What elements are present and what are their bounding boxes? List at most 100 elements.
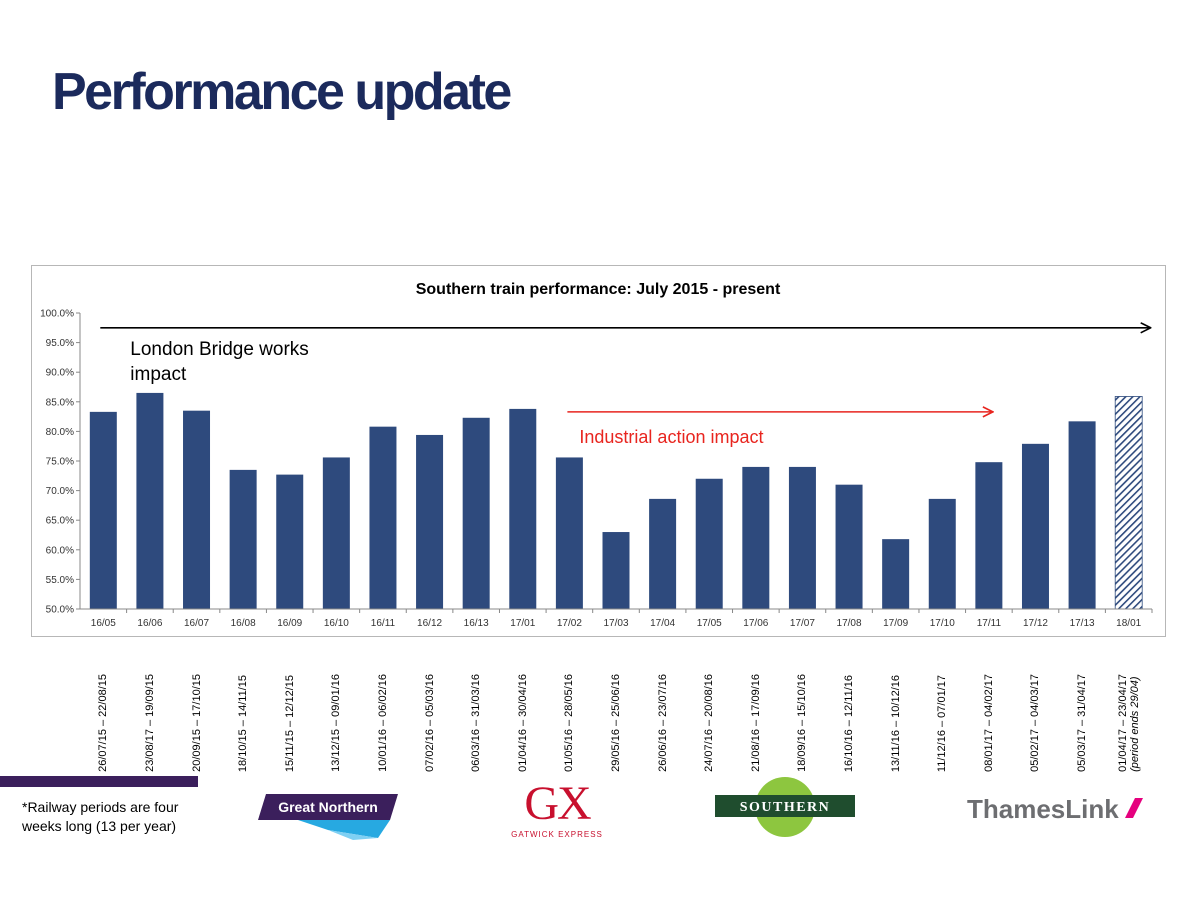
x-tick-label: 17/12 bbox=[1023, 618, 1048, 629]
period-date-label: 16/10/16 – 12/11/16 bbox=[843, 675, 855, 772]
x-tick-label: 17/01 bbox=[510, 618, 535, 629]
bar bbox=[975, 462, 1003, 609]
y-tick-label: 95.0% bbox=[46, 338, 74, 349]
period-date-range: 10/01/16 – 06/02/16 bbox=[376, 674, 389, 772]
brand-stripe bbox=[0, 776, 198, 787]
chart-annotations: London Bridge works impact Industrial ac… bbox=[100, 328, 1150, 447]
period-date-range: 13/11/16 – 10/12/16 bbox=[889, 674, 902, 772]
great-northern-logo-text: Great Northern bbox=[278, 799, 378, 815]
period-date-label: 05/03/17 – 31/04/17 bbox=[1076, 674, 1088, 772]
period-date-label: 11/12/16 – 07/01/17 bbox=[936, 675, 948, 772]
period-date-label: 18/10/15 – 14/11/15 bbox=[237, 675, 249, 772]
period-date-label: 20/09/15 – 17/10/15 bbox=[191, 674, 203, 772]
x-tick-label: 16/06 bbox=[137, 618, 162, 629]
x-tick-label: 17/06 bbox=[743, 618, 768, 629]
x-tick-label: 17/10 bbox=[930, 618, 955, 629]
period-date-label: 15/11/15 – 12/12/15 bbox=[284, 675, 296, 772]
x-tick-label: 16/08 bbox=[231, 618, 256, 629]
thameslink-logo-text: ThamesLink bbox=[967, 794, 1119, 824]
period-date-label: 21/08/16 – 17/09/16 bbox=[750, 674, 762, 772]
bar bbox=[509, 408, 537, 609]
chart-title: Southern train performance: July 2015 - … bbox=[416, 281, 781, 298]
period-date-range: 26/06/16 – 23/07/16 bbox=[656, 674, 669, 772]
y-tick-label: 70.0% bbox=[46, 486, 74, 497]
x-tick-label: 17/02 bbox=[557, 618, 582, 629]
bar bbox=[928, 498, 956, 609]
period-date-range: 18/10/15 – 14/11/15 bbox=[237, 674, 250, 772]
london-bridge-label-line2: impact bbox=[130, 364, 187, 385]
period-date-range: 05/03/17 – 31/04/17 bbox=[1076, 674, 1089, 772]
thameslink-logo: ThamesLink bbox=[967, 794, 1143, 824]
chart-container: Southern train performance: July 2015 - … bbox=[31, 265, 1166, 637]
bar bbox=[89, 411, 117, 609]
bar bbox=[416, 434, 444, 609]
y-tick-label: 60.0% bbox=[46, 545, 74, 556]
period-date-label: 01/04/16 – 30/04/16 bbox=[517, 674, 529, 772]
bar-chart: Southern train performance: July 2015 - … bbox=[40, 281, 1153, 629]
bar bbox=[555, 457, 583, 609]
y-tick-label: 85.0% bbox=[46, 397, 74, 408]
period-date-label: 18/09/16 – 15/10/16 bbox=[796, 674, 808, 772]
bar bbox=[276, 474, 304, 609]
period-date-label: 01/04/17 – 23/04/17 (period ends 29/04) bbox=[1117, 674, 1141, 772]
bar-series bbox=[89, 392, 1143, 610]
period-date-range: 29/05/16 – 25/06/16 bbox=[610, 674, 622, 772]
x-tick-label: 16/09 bbox=[277, 618, 302, 629]
period-date-note: (period ends 29/04) bbox=[1128, 676, 1141, 772]
bar bbox=[1068, 421, 1096, 609]
period-date-label: 26/06/16 – 23/07/16 bbox=[657, 674, 669, 772]
period-date-axis: 26/07/15 – 22/08/15 23/08/17 – 19/09/15 20… bbox=[0, 640, 1200, 780]
period-date-range: 23/08/17 – 19/09/15 bbox=[143, 674, 156, 772]
bar bbox=[788, 466, 816, 609]
bar bbox=[136, 392, 164, 609]
period-date-range: 01/04/17 – 23/04/17 bbox=[1116, 674, 1129, 772]
period-date-range: 01/05/16 – 28/05/16 bbox=[563, 674, 576, 772]
bar bbox=[742, 466, 770, 609]
bar bbox=[322, 457, 350, 609]
bar bbox=[369, 426, 397, 609]
period-date-label: 13/12/15 – 09/01/16 bbox=[330, 674, 342, 772]
x-tick-label: 17/09 bbox=[883, 618, 908, 629]
period-date-label: 29/05/16 – 25/06/16 bbox=[610, 674, 622, 772]
period-date-range: 05/02/17 – 04/03/17 bbox=[1029, 674, 1042, 772]
bar bbox=[462, 417, 490, 609]
x-tick-label: 16/12 bbox=[417, 618, 442, 629]
x-tick-label: 17/05 bbox=[697, 618, 722, 629]
y-tick-label: 80.0% bbox=[46, 427, 74, 438]
x-axis: 16/05 16/06 16/07 16/08 16/09 16/10 16/11 16/12… bbox=[80, 608, 1153, 629]
period-date-label: 26/07/15 – 22/08/15 bbox=[97, 674, 109, 772]
y-tick-label: 75.0% bbox=[46, 457, 74, 468]
x-tick-label: 17/13 bbox=[1070, 618, 1095, 629]
x-tick-label: 18/01 bbox=[1116, 618, 1141, 629]
x-tick-label: 17/11 bbox=[977, 618, 1002, 629]
footnote: *Railway periods are four weeks long (13… bbox=[22, 799, 179, 834]
period-date-label: 13/11/16 – 10/12/16 bbox=[890, 675, 902, 772]
y-tick-label: 65.0% bbox=[46, 516, 74, 527]
period-date-range: 16/10/16 – 12/11/16 bbox=[843, 674, 856, 772]
x-tick-label: 16/05 bbox=[91, 618, 116, 629]
gx-logo-mark: GX bbox=[524, 777, 591, 830]
period-date-range: 18/09/16 – 15/10/16 bbox=[796, 674, 809, 772]
gatwick-express-logo: GX GATWICK EXPRESS bbox=[511, 777, 603, 839]
x-tick-label: 17/04 bbox=[650, 618, 675, 629]
bar bbox=[835, 484, 863, 609]
period-date-label: 08/01/17 – 04/02/17 bbox=[983, 674, 995, 772]
period-date-label: 23/08/17 – 19/09/15 bbox=[144, 674, 156, 772]
period-date-label: 01/05/16 – 28/05/16 bbox=[563, 674, 575, 772]
y-tick-label: 55.0% bbox=[46, 575, 74, 586]
period-date-range: 20/09/15 – 17/10/15 bbox=[190, 674, 203, 772]
x-tick-label: 17/03 bbox=[603, 618, 628, 629]
period-date-range: 21/08/16 – 17/09/16 bbox=[749, 674, 762, 772]
southern-logo-text: SOUTHERN bbox=[740, 800, 831, 815]
period-date-label: 06/03/16 – 31/03/16 bbox=[470, 674, 482, 772]
great-northern-logo: Great Northern bbox=[258, 794, 398, 840]
gx-logo-text: GATWICK EXPRESS bbox=[511, 830, 603, 839]
bar bbox=[1114, 396, 1143, 610]
industrial-action-label: Industrial action impact bbox=[579, 427, 763, 447]
bar bbox=[229, 469, 257, 609]
x-tick-label: 17/08 bbox=[837, 618, 862, 629]
period-date-range: 07/02/16 – 05/03/16 bbox=[423, 674, 436, 772]
period-date-label: 10/01/16 – 06/02/16 bbox=[377, 674, 389, 772]
period-date-range: 26/07/15 – 22/08/15 bbox=[97, 674, 110, 772]
bar bbox=[1021, 443, 1049, 609]
